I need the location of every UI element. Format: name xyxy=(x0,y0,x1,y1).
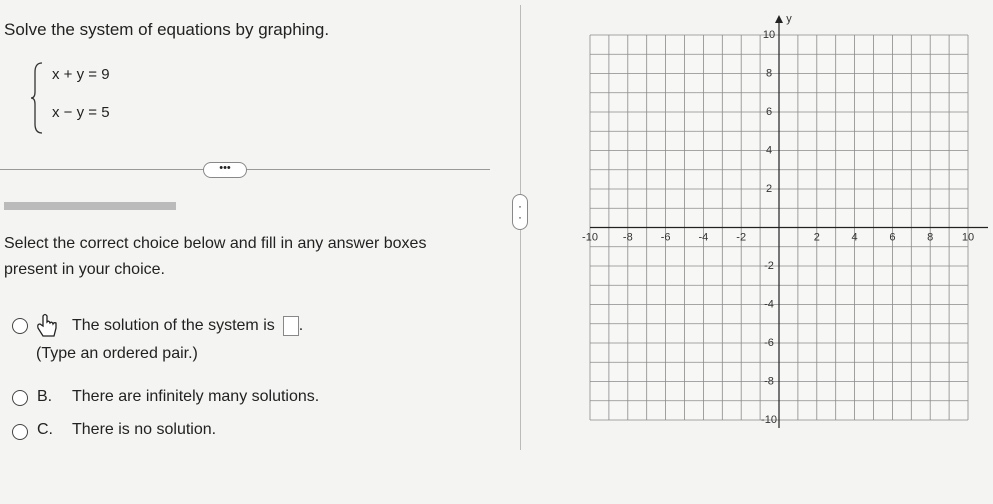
equation: x + y = 9 xyxy=(52,66,110,83)
y-tick-label: 2 xyxy=(766,183,772,195)
y-tick-label: -8 xyxy=(764,375,774,387)
choice-note: (Type an ordered pair.) xyxy=(36,345,198,362)
y-tick-label: 8 xyxy=(766,67,772,79)
y-tick-label: -6 xyxy=(764,337,774,349)
radio[interactable] xyxy=(12,390,28,406)
choice-label: B. xyxy=(37,388,53,405)
x-tick-label: 6 xyxy=(889,231,895,243)
equation: x − y = 5 xyxy=(52,104,110,121)
x-tick-label: 2 xyxy=(814,231,820,243)
y-tick-label: -10 xyxy=(761,414,777,426)
y-tick-label: -2 xyxy=(764,260,774,272)
y-tick-label: 6 xyxy=(766,106,772,118)
prompt: Select the correct choice below and fill… xyxy=(4,235,427,278)
brace xyxy=(30,62,43,134)
y-tick-label: 4 xyxy=(766,144,772,156)
choice-text: The solution of the system is xyxy=(72,317,275,335)
x-tick-label: -2 xyxy=(736,231,746,243)
choice-text: There are infinitely many solutions. xyxy=(72,388,320,405)
cursor-icon xyxy=(37,313,57,337)
x-tick-label: -10 xyxy=(582,231,598,243)
x-tick-label: 10 xyxy=(962,231,974,243)
answer-box[interactable] xyxy=(282,316,299,336)
choice-a: The solution of the system is. xyxy=(72,316,304,336)
choice-text: There is no solution. xyxy=(72,421,217,438)
x-tick-label: 4 xyxy=(852,231,858,243)
axis-label: y xyxy=(786,13,792,25)
graph: y -10 -8 -6 -4 -2 2 4 6 8 10 10 8 6 4 2 -2 -4 -6 -8 -10 xyxy=(582,13,988,428)
radio[interactable] xyxy=(12,424,28,440)
choice-label: C. xyxy=(37,421,53,438)
splitter-handle[interactable]: · · xyxy=(512,194,528,230)
y-tick-label: 10 xyxy=(763,29,775,41)
y-tick-label: -4 xyxy=(764,298,774,310)
expand-button[interactable]: ••• xyxy=(203,162,247,178)
x-tick-label: -6 xyxy=(661,231,671,243)
y-arrow xyxy=(775,15,783,23)
radio[interactable] xyxy=(12,318,28,334)
instruction: Solve the system of equations by graphin… xyxy=(4,20,330,39)
progress-bar xyxy=(4,202,176,210)
x-tick-label: 8 xyxy=(927,231,933,243)
x-tick-label: -4 xyxy=(699,231,709,243)
x-tick-label: -8 xyxy=(623,231,633,243)
